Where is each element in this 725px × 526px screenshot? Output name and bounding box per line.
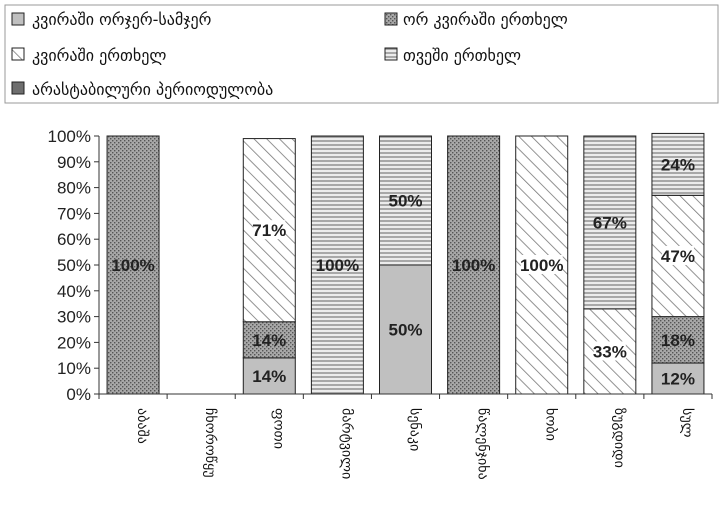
category-label: წალენჯიხა	[475, 408, 491, 480]
y-tick-label: 10%	[57, 359, 91, 378]
y-tick-label: 80%	[57, 179, 91, 198]
bar-segment	[379, 135, 432, 266]
legend-item-2: კვირაში ერთხელ	[11, 46, 166, 65]
data-label: 14%	[252, 367, 286, 386]
data-label: 18%	[661, 331, 695, 350]
legend-item-4: არასტაბილური პერიოდულობა	[11, 80, 273, 99]
category-label: სულ	[679, 408, 695, 438]
category-label: აბაშა	[134, 408, 150, 444]
legend-label-2: კვირაში ერთხელ	[32, 46, 166, 65]
category-label: ჩხოროწყუ	[202, 408, 219, 478]
data-label-bg	[253, 220, 286, 240]
bar-segment	[651, 132, 705, 196]
category-labels: აბაშა ჩხოროწყუ ფოთი მარტვილი სენაკი წალენჯიხა…	[134, 408, 695, 480]
y-tick-label: 30%	[57, 308, 91, 327]
legend-swatch-3	[384, 47, 398, 61]
legend-item-3: თვეში ერთხელ	[384, 46, 521, 65]
legend-label-1: ორ კვირაში ერთხელ	[403, 10, 568, 29]
legend-swatch-1	[384, 12, 398, 26]
data-label: 50%	[388, 192, 422, 211]
data-label-bg	[661, 245, 694, 265]
legend-frame	[4, 4, 719, 104]
category-label: სენაკი	[407, 408, 423, 451]
category-label: ზუგდიდი	[611, 408, 627, 468]
data-label: 12%	[661, 370, 695, 389]
data-label: 71%	[252, 221, 286, 240]
legend-label-4: არასტაბილური პერიოდულობა	[32, 80, 273, 99]
category-label: ხობი	[543, 408, 559, 441]
bar-segment	[106, 135, 160, 395]
data-label: 67%	[593, 213, 627, 232]
bar-segment	[447, 135, 501, 395]
y-axis-ticks: 0% 10% 20% 30% 40% 50% 60% 70% 80% 90% 100%	[48, 127, 713, 404]
data-label: 24%	[661, 155, 695, 174]
bar-segment	[651, 316, 705, 364]
data-label-bg	[520, 255, 563, 274]
data-label: 47%	[661, 247, 695, 266]
data-labels: 100% 14% 14% 71% 100% 50% 50% 100% 100% 33% 67% 12%…	[111, 155, 695, 389]
legend-item-1: ორ კვირაში ერთხელ	[384, 10, 568, 29]
plot-area: 0% 10% 20% 30% 40% 50% 60% 70% 80% 90% 100% 100% 14…	[48, 127, 713, 480]
bar-segment	[583, 135, 637, 310]
y-tick-label: 90%	[57, 153, 91, 172]
y-tick-label: 70%	[57, 204, 91, 223]
legend-swatch-4	[11, 81, 25, 95]
legend: კვირაში ორჯერ-სამჯერ ორ კვირაში ერთხელ კ…	[4, 4, 719, 104]
y-tick-label: 40%	[57, 282, 91, 301]
y-tick-label: 100%	[48, 127, 91, 146]
legend-label-0: კვირაში ორჯერ-სამჯერ	[32, 10, 211, 29]
data-label: 33%	[593, 342, 627, 361]
category-label: მარტვილი	[338, 408, 355, 479]
data-label: 100%	[316, 256, 359, 275]
data-label: 100%	[520, 256, 563, 275]
legend-swatch-0	[11, 12, 25, 26]
data-label: 100%	[452, 256, 495, 275]
legend-item-0: კვირაში ორჯერ-სამჯერ	[11, 10, 211, 29]
bar-segment	[379, 264, 432, 395]
legend-label-3: თვეში ერთხელ	[403, 46, 521, 65]
y-tick-label: 50%	[57, 256, 91, 275]
legend-swatch-2	[11, 47, 25, 61]
y-tick-label: 0%	[66, 385, 91, 404]
bar-segment	[310, 135, 364, 395]
data-label: 14%	[252, 331, 286, 350]
data-label: 100%	[111, 256, 154, 275]
data-label: 50%	[388, 321, 422, 340]
category-label: ფოთი	[270, 408, 286, 449]
data-label-bg	[593, 341, 626, 361]
y-tick-label: 20%	[57, 333, 91, 352]
y-tick-label: 60%	[57, 230, 91, 249]
